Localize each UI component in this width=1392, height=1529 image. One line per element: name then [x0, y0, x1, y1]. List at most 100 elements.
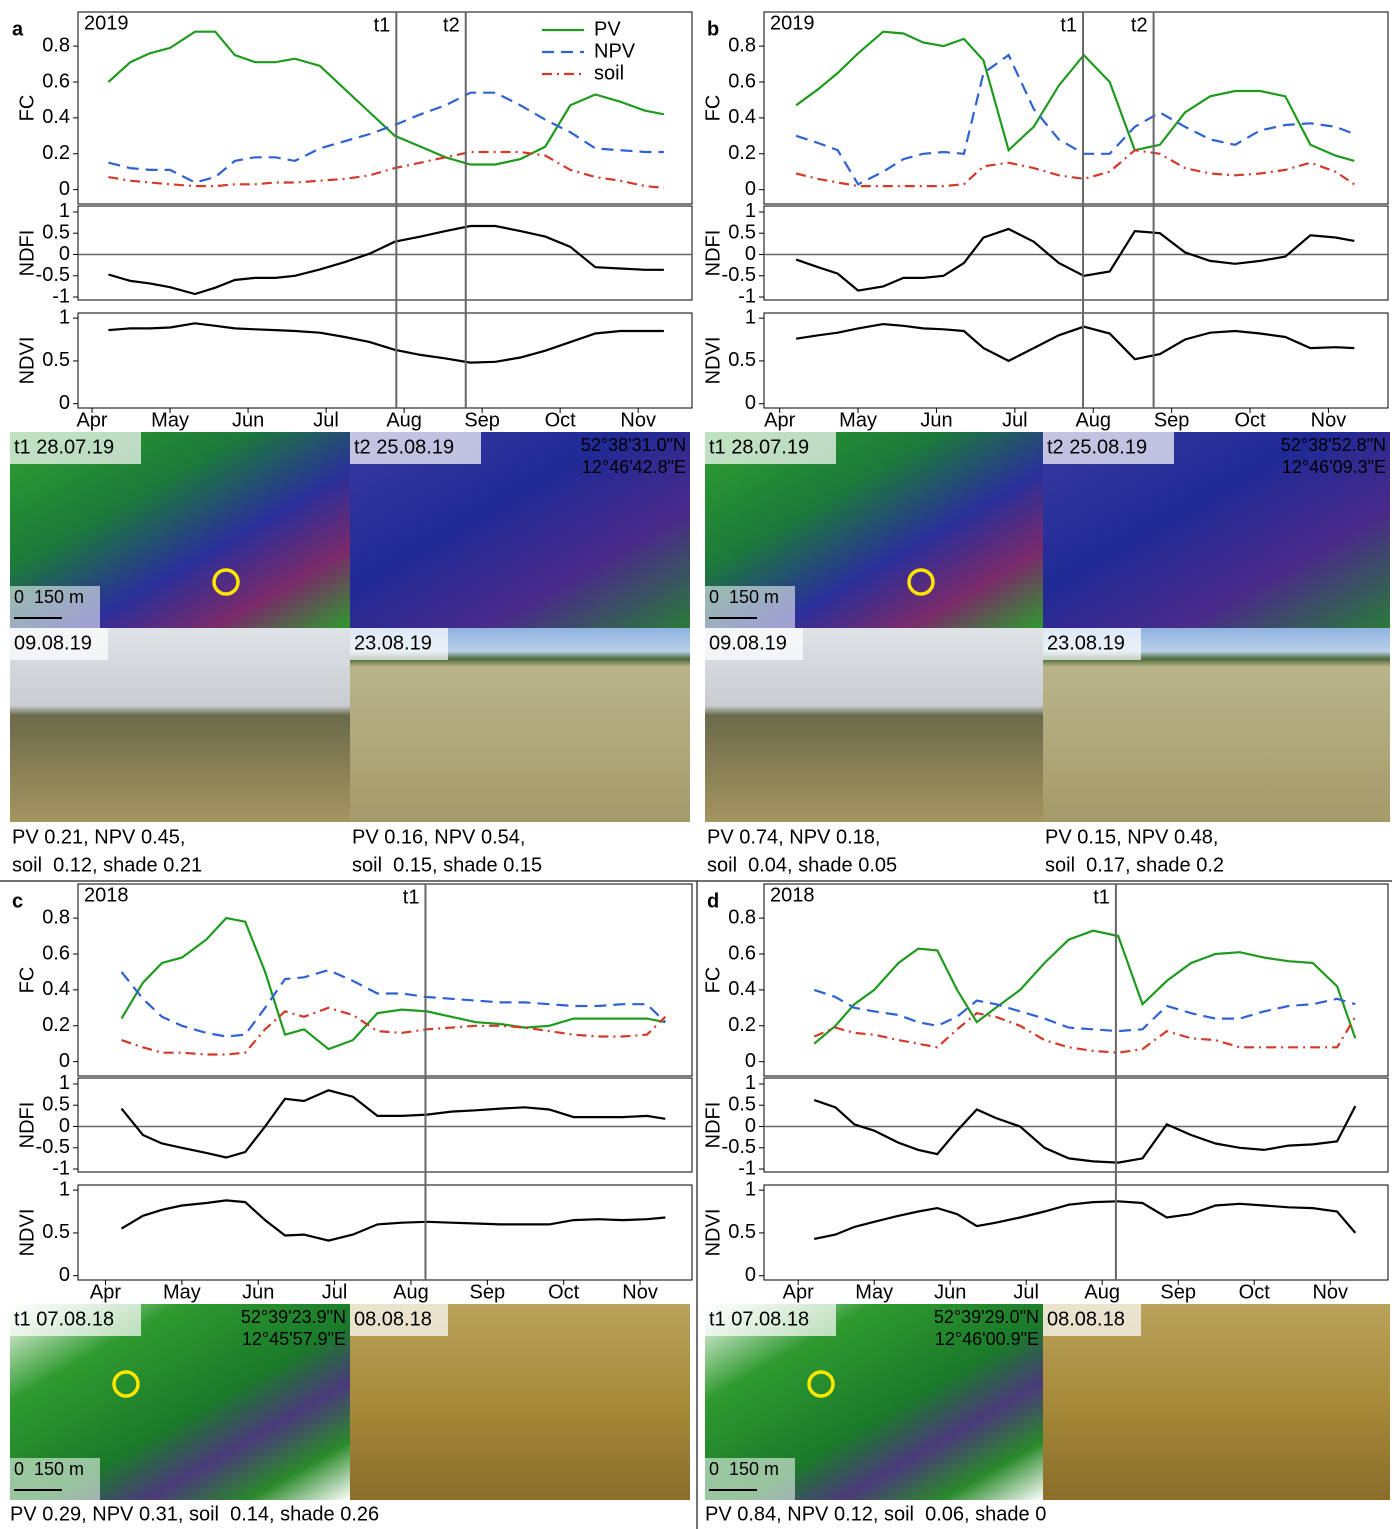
y-tick-label: 0 — [59, 1264, 70, 1286]
series-line — [795, 53, 1355, 186]
series-line — [795, 322, 1355, 363]
y-tick-label: 1 — [59, 306, 70, 328]
y-tick-label: 0.8 — [42, 906, 70, 928]
y-axis-label: NDFI — [702, 230, 724, 277]
plot-frame — [763, 883, 1389, 1077]
plot-frame — [763, 1077, 1389, 1173]
y-tick-label: 0 — [59, 1050, 70, 1072]
y-tick-label: -1 — [738, 285, 756, 307]
photo-caption: PV 0.21, NPV 0.45, — [12, 826, 185, 848]
plot-frame — [77, 11, 693, 205]
x-tick-label: May — [151, 409, 189, 431]
x-tick-label: Sep — [470, 1281, 506, 1303]
y-tick-label: 0.5 — [728, 1221, 756, 1243]
y-tick-label: 0.6 — [42, 942, 70, 964]
y-axis-label: NDFI — [702, 1102, 724, 1149]
series-line — [120, 1199, 666, 1242]
scale-bar-background — [10, 1458, 100, 1500]
site-marker — [907, 568, 935, 596]
map-label: t2 25.08.19 — [354, 436, 454, 458]
x-tick-label: Aug — [1084, 1281, 1120, 1303]
map-label: t1 28.07.19 — [709, 436, 809, 458]
label-background — [350, 1304, 448, 1336]
y-tick-label: 0 — [745, 178, 756, 200]
y-tick-label: 1 — [745, 200, 756, 222]
y-tick-label: 0.8 — [728, 34, 756, 56]
y-tick-label: 0.5 — [728, 1094, 756, 1116]
x-tick-label: Aug — [386, 409, 422, 431]
y-tick-label: 0.5 — [728, 222, 756, 244]
x-tick-label: Sep — [464, 409, 500, 431]
series-line — [108, 322, 664, 364]
y-tick-label: 1 — [59, 1072, 70, 1094]
y-tick-label: 0.6 — [42, 70, 70, 92]
map-coordinates: 52°38'31.0"N — [581, 435, 686, 455]
series-line — [107, 30, 665, 166]
x-tick-label: Apr — [764, 409, 795, 431]
y-tick-label: 0.5 — [42, 349, 70, 371]
y-tick-label: 1 — [59, 200, 70, 222]
series-line — [108, 91, 664, 184]
photo-date: 08.08.18 — [354, 1308, 432, 1330]
y-tick-label: -0.5 — [36, 1136, 70, 1158]
y-tick-label: 0.5 — [728, 349, 756, 371]
photo-caption: PV 0.15, NPV 0.48, — [1045, 826, 1218, 848]
y-tick-label: 0 — [745, 1050, 756, 1072]
y-tick-label: 0.8 — [728, 906, 756, 928]
map-coordinates: 52°39'29.0"N — [934, 1307, 1039, 1327]
x-tick-label: Oct — [545, 409, 577, 431]
series-line — [813, 1099, 1357, 1164]
series-line — [813, 1012, 1357, 1054]
photo-caption: PV 0.16, NPV 0.54, — [352, 826, 525, 848]
x-tick-label: Nov — [622, 1281, 658, 1303]
x-tick-label: Sep — [1160, 1281, 1196, 1303]
x-tick-label: Oct — [548, 1281, 580, 1303]
x-tick-label: May — [163, 1281, 201, 1303]
field-photo — [350, 1304, 690, 1500]
series-line — [795, 227, 1355, 292]
series-line — [108, 150, 665, 189]
photo-caption: soil 0.04, shade 0.05 — [707, 854, 897, 876]
y-tick-label: 0.4 — [42, 106, 70, 128]
y-tick-label: 0.2 — [42, 142, 70, 164]
plot-frame — [77, 205, 693, 301]
y-axis-label: FC — [16, 967, 38, 994]
panel-letter: b — [707, 18, 719, 40]
y-tick-label: 0.4 — [728, 106, 756, 128]
time-marker-label: t1 — [403, 886, 420, 908]
y-axis-label: FC — [16, 95, 38, 122]
year-label: 2018 — [770, 884, 815, 906]
panel-letter: c — [12, 890, 23, 912]
label-background — [705, 628, 803, 660]
label-background — [10, 432, 141, 464]
panel-caption: PV 0.29, NPV 0.31, soil 0.14, shade 0.26 — [10, 1503, 379, 1525]
label-background — [705, 1304, 836, 1336]
site-marker — [807, 1370, 835, 1398]
x-tick-label: Aug — [1075, 409, 1111, 431]
map-coordinates: 52°38'52.8"N — [1281, 435, 1386, 455]
y-axis-label: NDVI — [702, 337, 724, 385]
x-tick-label: Nov — [620, 409, 656, 431]
time-marker-label: t1 — [374, 14, 391, 36]
label-background — [10, 628, 108, 660]
map-label: t1 28.07.19 — [14, 436, 114, 458]
map-coordinates: 12°45'57.9"E — [242, 1329, 346, 1349]
field-photo — [705, 628, 1043, 822]
y-tick-label: 0.8 — [42, 34, 70, 56]
map-label: t2 25.08.19 — [1047, 436, 1147, 458]
y-axis-label: NDFI — [16, 1102, 38, 1149]
satellite-map — [1043, 432, 1390, 628]
map-coordinates: 52°39'23.9"N — [241, 1307, 346, 1327]
label-background — [1043, 1304, 1141, 1336]
panel-letter: a — [12, 18, 24, 40]
label-background — [10, 1304, 141, 1336]
field-photo — [1043, 1304, 1390, 1500]
x-tick-label: Oct — [1239, 1281, 1271, 1303]
scale-bar-background — [10, 586, 100, 628]
site-marker — [112, 1370, 140, 1398]
field-photo — [10, 628, 350, 822]
scale-bar-label: 0 150 m — [14, 1459, 84, 1479]
x-tick-label: Jul — [322, 1281, 348, 1303]
legend-label: PV — [594, 18, 621, 40]
